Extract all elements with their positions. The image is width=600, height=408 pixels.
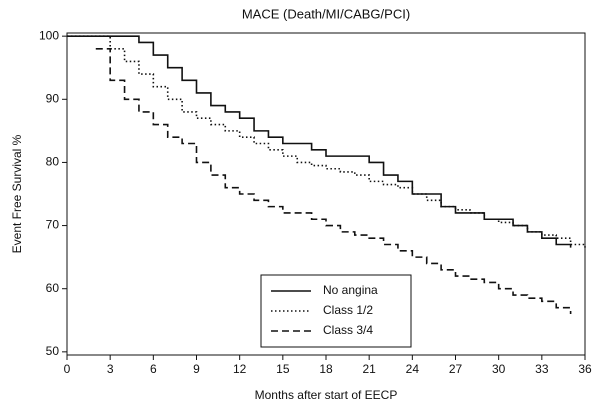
x-tick-label: 9	[193, 362, 200, 376]
x-tick-label: 15	[276, 362, 290, 376]
x-tick-label: 6	[150, 362, 157, 376]
y-tick-label: 100	[39, 28, 59, 42]
x-tick-label: 0	[64, 362, 71, 376]
x-axis-label: Months after start of EECP	[255, 388, 398, 402]
y-tick-label: 80	[46, 155, 60, 169]
legend-label: Class 3/4	[323, 323, 373, 337]
legend-label: No angina	[323, 283, 378, 297]
series-line	[67, 35, 572, 248]
legend-box	[260, 274, 412, 348]
y-tick-label: 60	[46, 281, 60, 295]
y-axis-label: Event Free Survival %	[10, 134, 24, 253]
x-tick-label: 30	[492, 362, 506, 376]
x-tick-label: 24	[406, 362, 420, 376]
chart-title: MACE (Death/MI/CABG/PCI)	[242, 6, 410, 21]
y-tick-label: 70	[46, 218, 60, 232]
x-tick-label: 3	[107, 362, 114, 376]
series-line	[95, 47, 572, 314]
x-tick-label: 36	[578, 362, 592, 376]
x-tick-label: 21	[362, 362, 376, 376]
x-tick-label: 18	[319, 362, 333, 376]
x-tick-label: 33	[535, 362, 549, 376]
series-line	[67, 35, 586, 248]
y-tick-label: 90	[46, 91, 60, 105]
x-tick-label: 27	[449, 362, 463, 376]
legend-label: Class 1/2	[323, 303, 373, 317]
x-tick-label: 12	[233, 362, 247, 376]
y-tick-label: 50	[46, 344, 60, 358]
